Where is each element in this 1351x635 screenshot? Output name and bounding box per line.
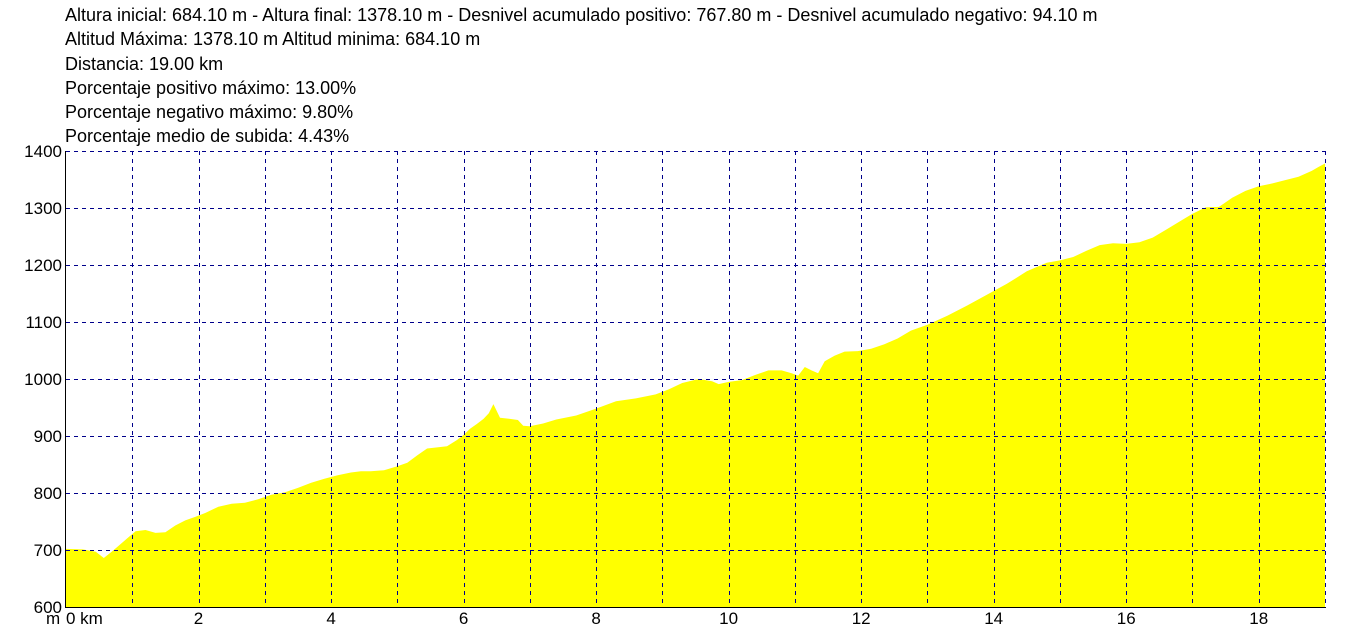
grid-layer bbox=[66, 151, 1326, 607]
y-tick-label: 600 bbox=[34, 598, 62, 617]
elevation-area bbox=[66, 163, 1325, 607]
x-tick-label: 18 bbox=[1249, 609, 1268, 628]
stats-max-negative-grade: Porcentaje negativo máximo: 9.80% bbox=[65, 102, 354, 123]
stats-distance: Distancia: 19.00 km bbox=[65, 53, 224, 74]
x-tick-label: 6 bbox=[459, 609, 468, 628]
area-layer bbox=[66, 163, 1325, 607]
y-tick-label: 1200 bbox=[24, 256, 62, 275]
axes-layer bbox=[65, 151, 1326, 608]
y-tick-label: 900 bbox=[34, 427, 62, 446]
x-tick-label: 16 bbox=[1117, 609, 1136, 628]
x-tick-label: 12 bbox=[852, 609, 871, 628]
x-tick-label: 2 bbox=[194, 609, 203, 628]
y-tick-label: 1300 bbox=[24, 199, 62, 218]
stats-elevation-summary: Altura inicial: 684.10 m - Altura final:… bbox=[65, 5, 1098, 25]
stats-average-grade: Porcentaje medio de subida: 4.43% bbox=[65, 126, 350, 147]
y-tick-label: 700 bbox=[34, 541, 62, 560]
y-tick-label: 1400 bbox=[24, 142, 62, 161]
x-tick-label: 14 bbox=[984, 609, 1003, 628]
x-tick-label: 0 km bbox=[66, 609, 103, 628]
x-tick-label: 4 bbox=[326, 609, 335, 628]
x-tick-label: 8 bbox=[591, 609, 600, 628]
tick-labels-layer: 600 700 800 900 1000 1100 1200 1300 1400 m 0 km 2 4 6… bbox=[24, 142, 1268, 628]
x-tick-label: 10 bbox=[719, 609, 738, 628]
y-tick-label: 1000 bbox=[24, 370, 62, 389]
y-tick-label: 800 bbox=[34, 484, 62, 503]
stats-altitude-range: Altitud Máxima: 1378.10 m Altitud minima… bbox=[65, 29, 481, 50]
stats-panel: Altura inicial: 684.10 m - Altura final:… bbox=[65, 3, 1098, 149]
stats-max-positive-grade: Porcentaje positivo máximo: 13.00% bbox=[65, 77, 357, 98]
y-unit-label: m bbox=[46, 609, 60, 628]
y-tick-label: 1100 bbox=[25, 313, 62, 332]
